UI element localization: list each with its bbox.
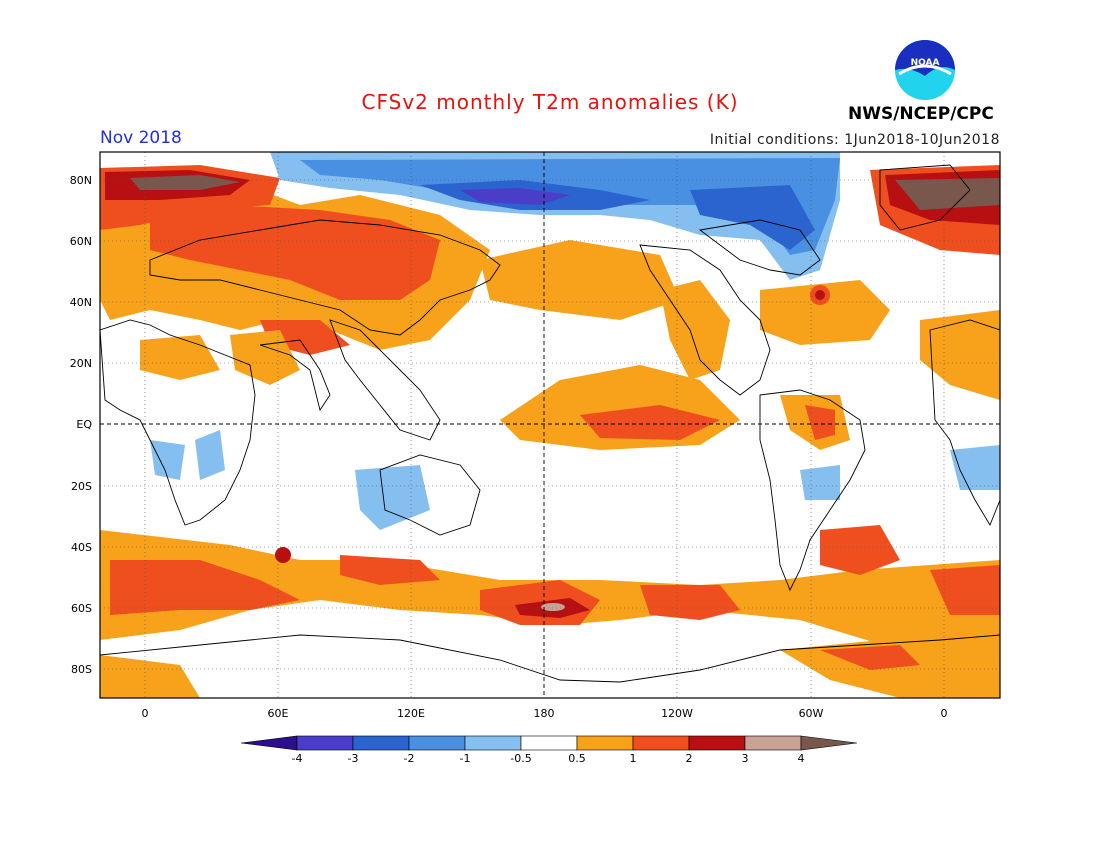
lat-label: 40N (70, 296, 92, 309)
colorbar-label: -4 (292, 752, 303, 765)
colorbar-label: -1 (460, 752, 471, 765)
lat-label: 40S (71, 541, 92, 554)
svg-text:NOAA: NOAA (911, 58, 940, 68)
lat-label: 20S (71, 480, 92, 493)
lat-label: 60N (70, 235, 92, 248)
equator-dateline (100, 152, 1000, 698)
lat-label: 60S (71, 602, 92, 615)
colorbar-label: 1 (630, 752, 637, 765)
colorbar-swatch (632, 735, 690, 751)
longitude-labels: 0 60E 120E 180 120W 60W 0 (142, 707, 948, 720)
colorbar-swatch (352, 735, 410, 751)
colorbar-swatch (576, 735, 634, 751)
lon-label: 0 (941, 707, 948, 720)
colorbar (240, 735, 858, 751)
colorbar-label: 4 (798, 752, 805, 765)
lon-label: 60W (799, 707, 824, 720)
lon-label: 180 (534, 707, 555, 720)
colorbar-arrow-high (800, 735, 858, 751)
chart-title: CFSv2 monthly T2m anomalies (K) (361, 90, 739, 114)
coastlines (100, 164, 1000, 683)
graticule (100, 152, 1000, 698)
latitude-labels: 80N 60N 40N 20N EQ 20S 40S 60S 80S (70, 174, 93, 676)
noaa-logo: NOAA (895, 40, 955, 100)
colorbar-swatch (520, 735, 578, 751)
lat-label: EQ (76, 418, 92, 431)
lon-label: 0 (142, 707, 149, 720)
lon-label: 120W (661, 707, 693, 720)
map-frame (99, 151, 1001, 699)
lat-label: 80S (71, 663, 92, 676)
colorbar-label: -3 (348, 752, 359, 765)
lat-label: 80N (70, 174, 92, 187)
colorbar-swatch (464, 735, 522, 751)
lat-label: 20N (70, 357, 92, 370)
colorbar-label: 0.5 (568, 752, 586, 765)
lon-label: 120E (397, 707, 425, 720)
agency-label: NWS/NCEP/CPC (848, 104, 994, 124)
colorbar-label: -2 (404, 752, 415, 765)
colorbar-label: 3 (742, 752, 749, 765)
colorbar-swatch (408, 735, 466, 751)
colorbar-arrow-low (240, 735, 298, 751)
forecast-period: Nov 2018 (100, 128, 182, 148)
colorbar-swatch (744, 735, 802, 751)
colorbar-swatch (688, 735, 746, 751)
colorbar-swatch (296, 735, 354, 751)
initial-conditions: Initial conditions: 1Jun2018-10Jun2018 (709, 132, 1000, 148)
lon-label: 60E (268, 707, 289, 720)
map-area (99, 151, 1001, 699)
colorbar-label: 2 (686, 752, 693, 765)
colorbar-label: -0.5 (510, 752, 531, 765)
colorbar-labels: -4 -3 -2 -1 -0.5 0.5 1 2 3 4 (292, 752, 805, 765)
